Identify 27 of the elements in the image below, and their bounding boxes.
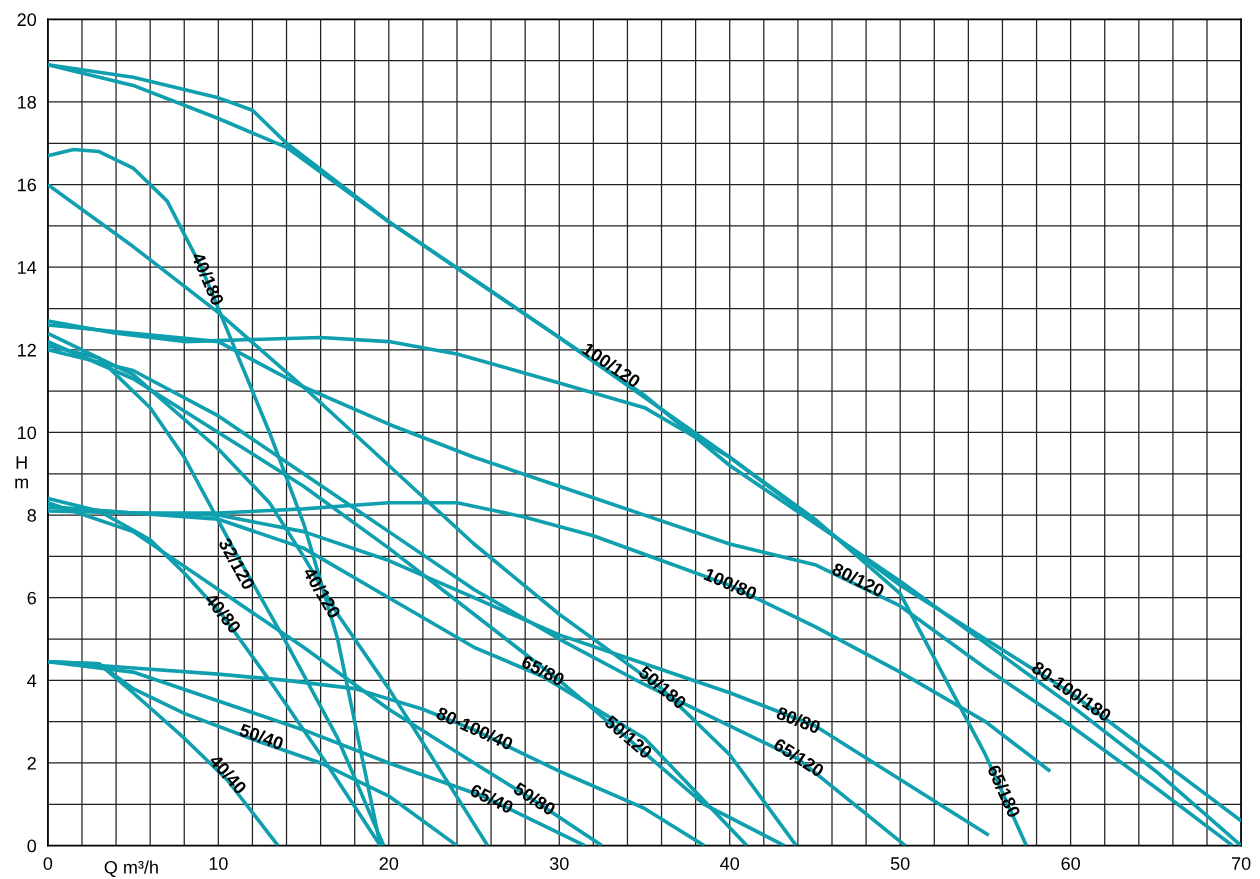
y-tick-label: 20 (17, 13, 37, 27)
y-tick-label: 4 (27, 674, 37, 687)
y-tick-label: 14 (18, 261, 37, 274)
annotation: 50/40 (238, 722, 285, 751)
y-tick-label: 2 (27, 756, 36, 770)
y-tick-label: 0 (27, 839, 37, 853)
x-tick-label: 50 (890, 857, 910, 870)
y-axis-title: H m (15, 456, 28, 489)
x-tick-label: 30 (549, 857, 569, 870)
annotation: 80/80 (775, 705, 822, 735)
y-tick-label: 8 (27, 509, 36, 522)
x-tick-label: 70 (1231, 857, 1251, 870)
x-tick-label: 20 (379, 857, 399, 870)
annotation: 100/80 (703, 567, 758, 601)
x-tick-label: 60 (1061, 857, 1080, 870)
y-tick-label: 12 (18, 343, 36, 357)
annotation: 40/180 (190, 251, 225, 307)
y-tick-label: 16 (18, 178, 36, 192)
y-tick-label: 6 (27, 591, 36, 605)
y-tick-label: 18 (18, 95, 36, 109)
x-tick-label: 10 (209, 857, 228, 870)
annotation: 65/80 (520, 654, 566, 687)
x-tick-label: 40 (720, 857, 740, 870)
x-tick-label: 0 (43, 857, 53, 870)
y-tick-label: 10 (18, 426, 37, 440)
x-axis-title: Q m³/h (104, 860, 158, 877)
annotation: 65/40 (469, 783, 515, 815)
